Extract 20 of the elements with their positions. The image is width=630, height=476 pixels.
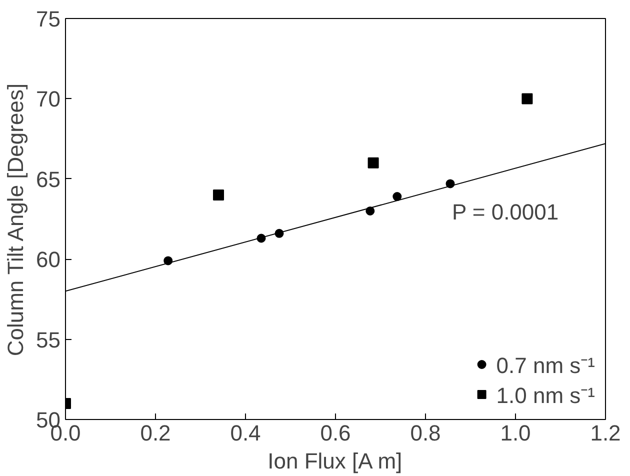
legend-label: 0.7 nm s⁻¹ bbox=[496, 352, 595, 379]
legend-label: 1.0 nm s⁻¹ bbox=[496, 382, 595, 409]
point bbox=[213, 189, 224, 200]
y-axis-title: Column Tilt Angle [Degrees] bbox=[3, 83, 28, 356]
x-tick-label: 0.8 bbox=[410, 420, 441, 446]
y-tick-label: 60 bbox=[36, 247, 61, 272]
point bbox=[392, 192, 402, 202]
x-tick-label: 1.2 bbox=[590, 420, 621, 446]
x-tick-label: 0.6 bbox=[320, 420, 351, 446]
y-tick-label: 75 bbox=[36, 6, 61, 32]
y-tick-label: 70 bbox=[36, 86, 61, 112]
point bbox=[368, 157, 379, 168]
point bbox=[522, 93, 533, 104]
x-tick-label: 0.4 bbox=[230, 420, 261, 446]
x-axis-title: Ion Flux [A m] bbox=[268, 448, 402, 474]
x-tick-label: 0.2 bbox=[140, 420, 171, 446]
x-tick-label: 1.0 bbox=[500, 420, 531, 446]
y-tick-label: 55 bbox=[36, 327, 61, 352]
annotation: P = 0.0001 bbox=[452, 200, 559, 224]
y-tick-label: 65 bbox=[36, 166, 61, 192]
